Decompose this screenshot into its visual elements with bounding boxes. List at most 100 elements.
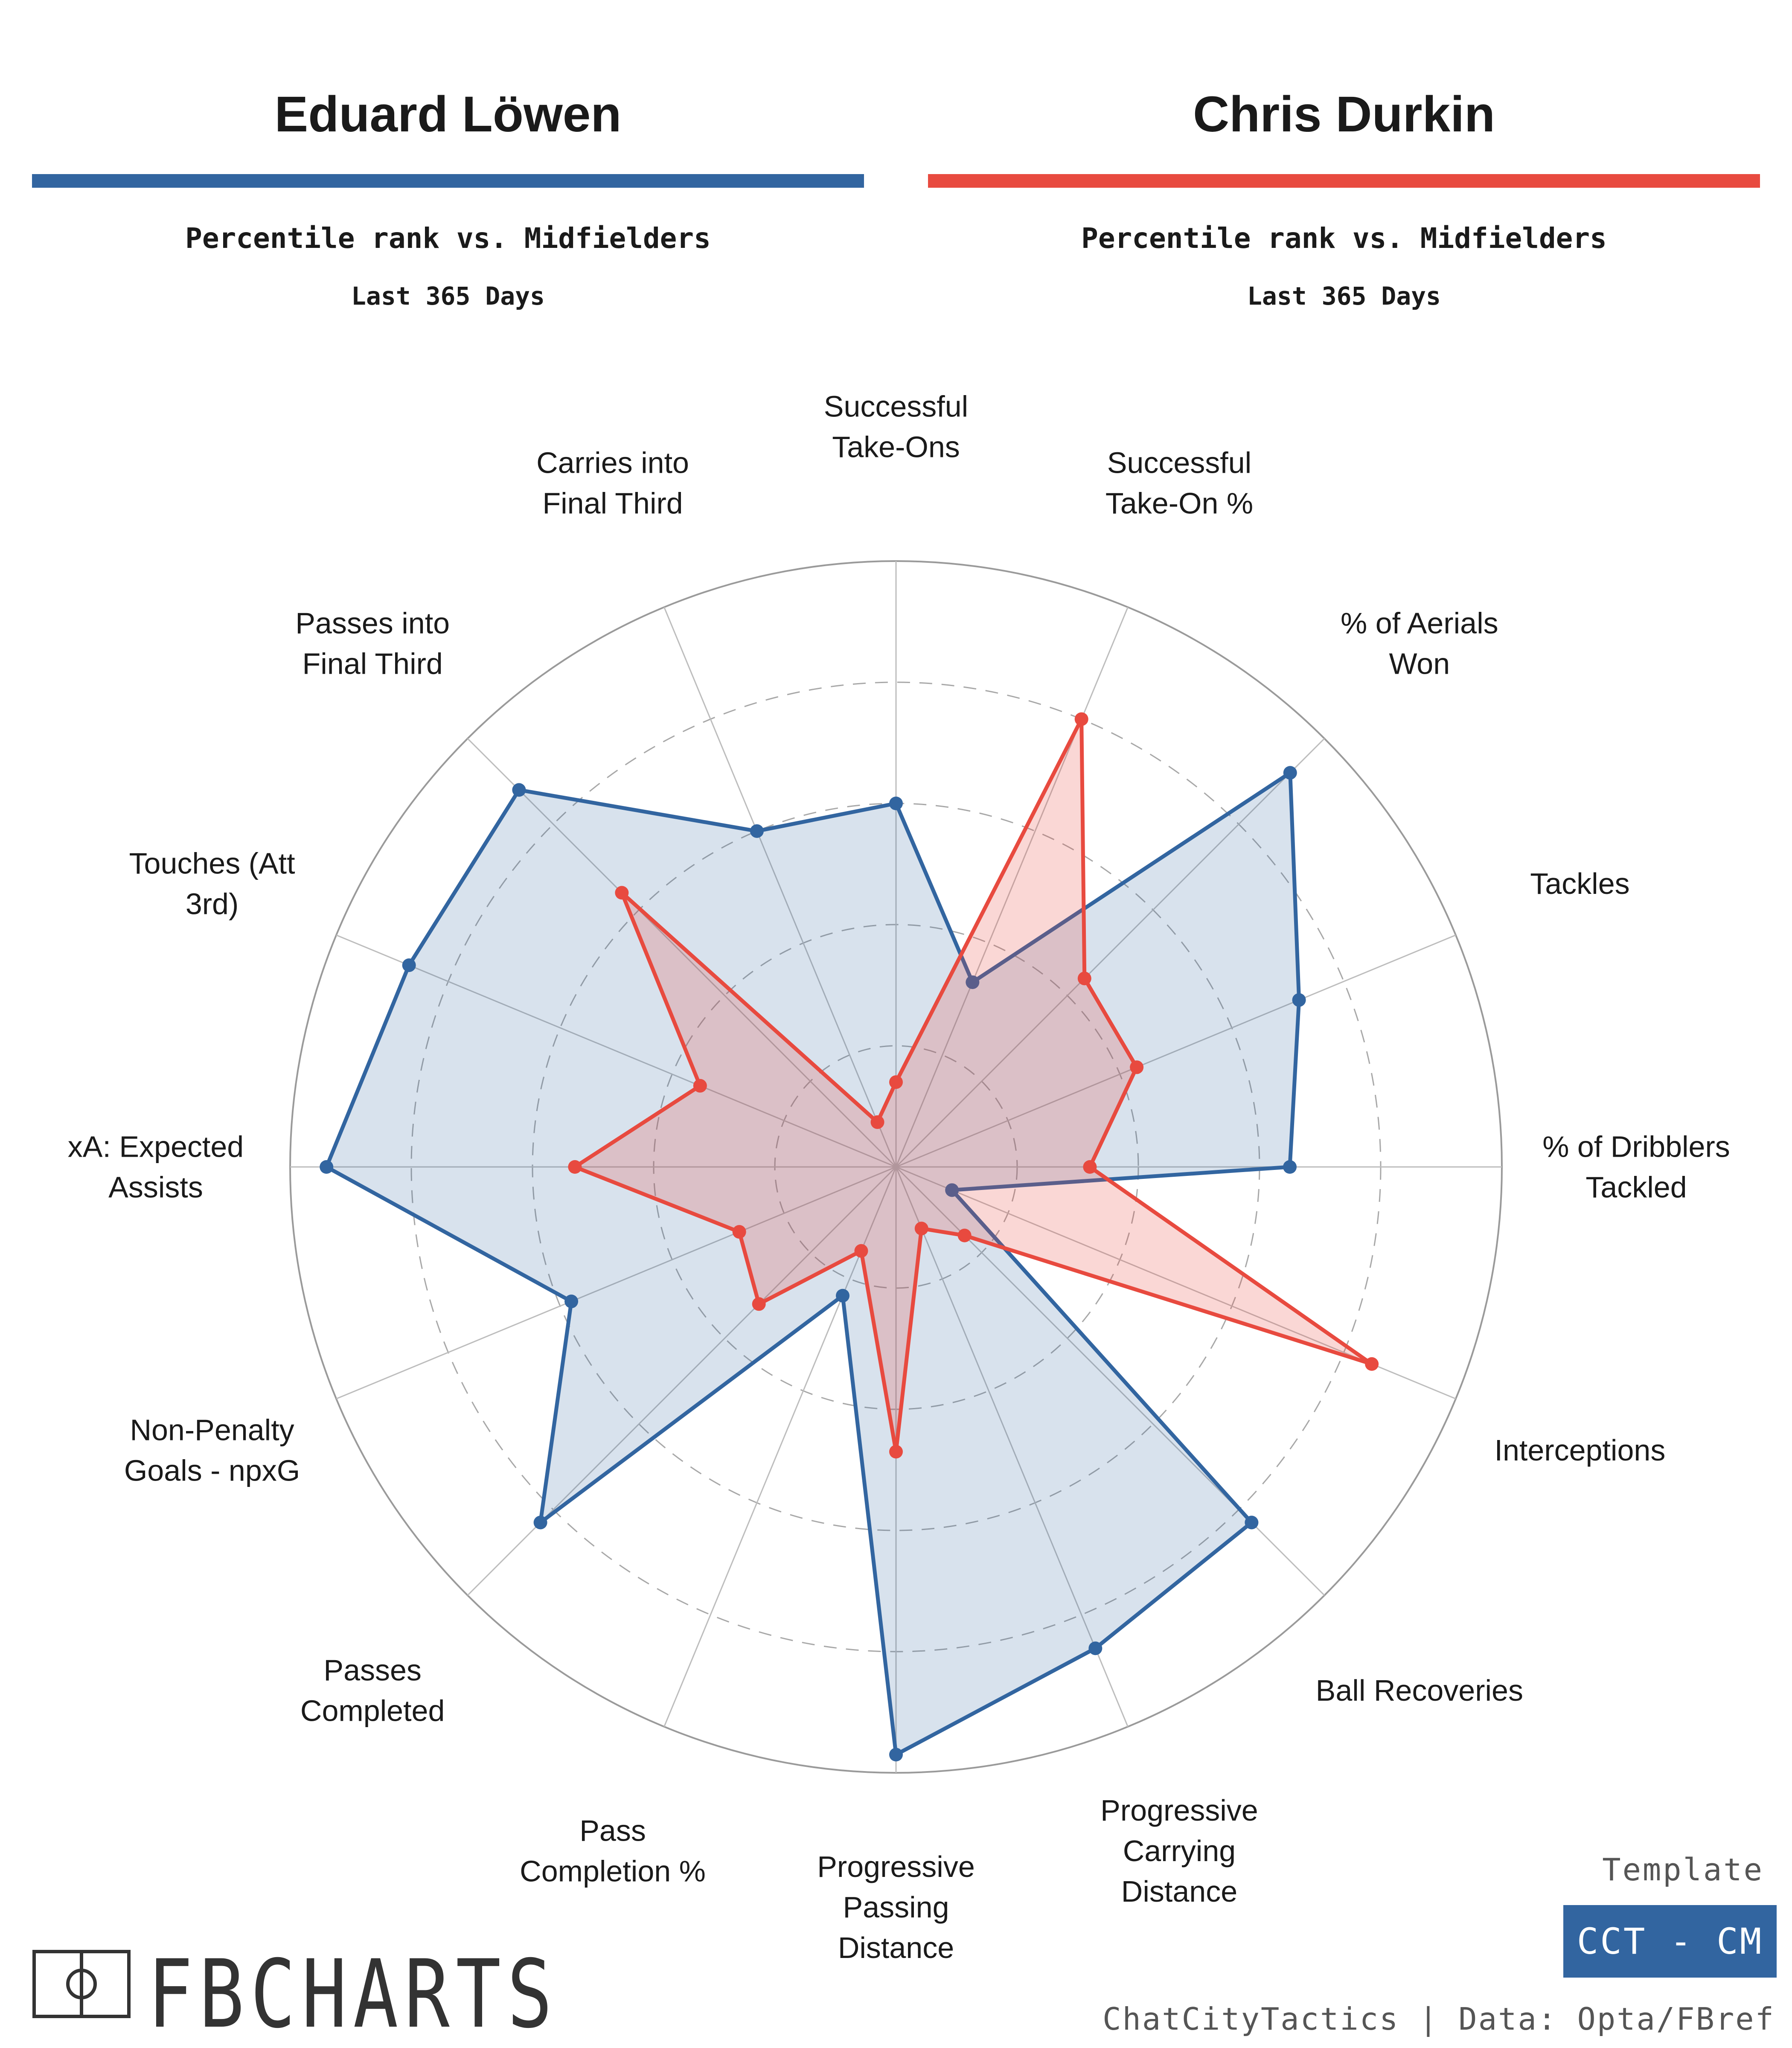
axis-label-12: xA: Expected Assists [68,1130,244,1204]
axis-label-0-line-1: Take-Ons [832,431,960,464]
axis-label-14-line-0: Passes into [295,607,450,640]
series-2-point-4 [1083,1160,1097,1174]
series-1-point-8 [889,1748,903,1762]
axis-label-13-line-1: 3rd) [186,887,239,921]
axis-label-3: Tackles [1530,867,1629,900]
axis-label-13-line-0: Touches (Att [129,847,295,880]
series-2-point-9 [854,1244,868,1258]
series-2-point-15 [870,1115,884,1129]
series-2-point-6 [957,1228,972,1242]
axis-label-10-line-1: Completed [300,1694,445,1727]
axis-label-2-line-1: Won [1389,647,1450,681]
player-1-color-bar [32,174,864,188]
axis-label-6-line-0: Ball Recoveries [1316,1674,1523,1707]
axis-label-14-line-1: Final Third [302,647,442,681]
series-1-point-2 [1283,766,1297,780]
series-1-point-11 [564,1295,579,1309]
series-2-point-13 [693,1079,707,1093]
player-2-name: Chris Durkin [1193,86,1495,143]
series-1-point-7 [1088,1641,1103,1655]
template-badge: CCT - CM [1563,1905,1777,1978]
axis-label-3-line-0: Tackles [1530,867,1629,900]
axis-label-2-line-0: % of Aerials [1341,607,1498,640]
axis-label-5-line-0: Interceptions [1495,1434,1666,1467]
axis-label-8-line-1: Passing [843,1891,949,1924]
series-2-point-11 [732,1225,746,1239]
series-2-point-3 [1130,1060,1144,1074]
player-2-subtitle: Percentile rank vs. Midfielders [1081,222,1607,255]
axis-label-8-line-2: Distance [838,1931,954,1964]
spoke-11 [336,1166,896,1399]
data-credit: ChatCityTactics | Data: Opta/FBref [1103,2001,1775,2037]
axis-label-1: Successful Take-On % [1105,446,1253,520]
series-1-point-1 [966,975,980,989]
axis-label-7-line-2: Distance [1121,1875,1237,1908]
series-2-point-1 [1074,712,1088,726]
axis-label-7-line-1: Carrying [1123,1834,1236,1868]
series-2-point-0 [889,1075,903,1089]
axis-label-0: Successful Take-Ons [824,390,968,464]
radar-grid [289,560,1503,1774]
brand-name: FBCHARTS [148,1940,559,2048]
spoke-15 [663,607,897,1167]
player-2-color-bar [928,174,1760,188]
spoke-7 [895,1167,1129,1727]
spoke-13 [336,934,896,1168]
series-1-point-4 [1283,1160,1297,1174]
axis-label-0-line-0: Successful [824,390,968,423]
series-2-point-10 [752,1297,766,1311]
spoke-9 [663,1167,897,1727]
axis-label-10-line-0: Passes [323,1653,422,1687]
axis-label-2: % of Aerials Won [1341,607,1498,681]
spoke-3 [896,934,1456,1168]
axis-label-1-line-0: Successful [1107,446,1251,480]
template-label: Template [1602,1852,1764,1888]
axis-label-15-line-1: Final Third [542,487,683,520]
axis-label-9: Pass Completion % [520,1814,706,1888]
series-2 [568,712,1379,1459]
axis-label-4: % of Dribblers Tackled [1542,1130,1730,1204]
spoke-1 [895,607,1129,1167]
axis-label-4-line-0: % of Dribblers [1542,1130,1730,1164]
axis-label-7-line-0: Progressive [1100,1794,1258,1827]
series-1-point-14 [512,783,526,797]
axis-label-11-line-0: Non-Penalty [130,1413,294,1446]
axis-label-6: Ball Recoveries [1316,1674,1523,1707]
series-1-point-15 [750,824,764,838]
series-2-point-8 [889,1445,903,1459]
axis-label-8: Progressive Passing Distance [817,1850,975,1964]
axis-label-15: Carries into Final Third [536,446,689,520]
series-1-point-3 [1292,993,1306,1007]
axis-labels: Successful Take-Ons Successful Take-On % % o… [68,390,1730,1965]
axis-label-4-line-1: Tackled [1585,1171,1687,1204]
series-2-point-14 [615,886,629,900]
player-2-period: Last 365 Days [1247,282,1441,311]
series-1-point-9 [836,1289,850,1303]
series-2-point-2 [1077,972,1091,986]
axis-label-8-line-0: Progressive [817,1850,975,1883]
player-1-subtitle: Percentile rank vs. Midfielders [185,222,711,255]
axis-label-10: Passes Completed [300,1653,445,1727]
spoke-14 [467,738,897,1168]
player-1-name: Eduard Löwen [274,86,622,143]
series-2-point-5 [1365,1357,1379,1371]
axis-label-15-line-0: Carries into [536,446,689,480]
series-1-point-5 [945,1183,959,1197]
axis-label-9-line-1: Completion % [520,1854,706,1888]
axis-label-9-line-0: Pass [579,1814,646,1847]
axis-label-12-line-0: xA: Expected [68,1130,244,1164]
axis-label-12-line-1: Assists [108,1171,203,1204]
series-2-point-7 [914,1222,928,1236]
axis-label-14: Passes into Final Third [295,607,450,681]
player-1-period: Last 365 Days [351,282,545,311]
spoke-2 [895,738,1325,1168]
series-1-point-6 [1245,1516,1259,1530]
series-1-point-0 [889,797,903,810]
axis-label-11: Non-Penalty Goals - npxG [124,1413,300,1487]
series-2-point-12 [568,1160,582,1174]
pitch-icon [32,1950,131,2018]
series-1-point-10 [533,1516,547,1530]
axis-label-13: Touches (Att 3rd) [129,847,295,921]
